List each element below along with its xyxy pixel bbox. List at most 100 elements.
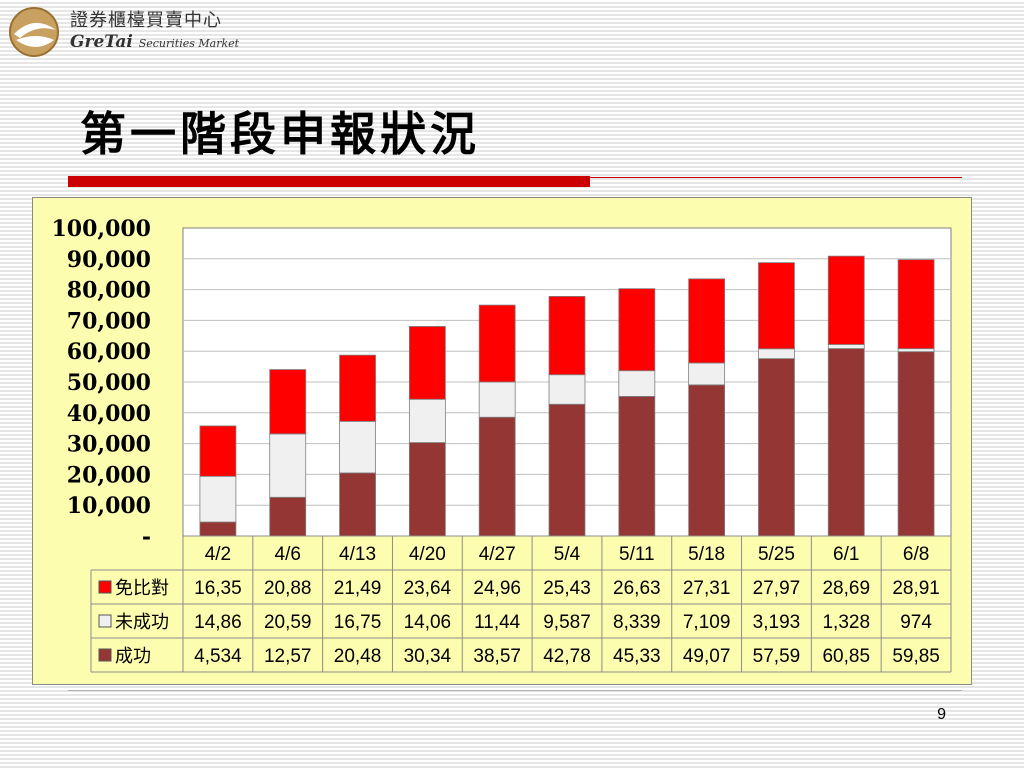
x-category-label: 4/20 <box>409 544 446 565</box>
data-label-success: 60,85 <box>822 646 870 667</box>
data-label-exempt: 26,63 <box>613 578 661 599</box>
data-label-exempt: 27,31 <box>683 578 731 599</box>
legend-label-failed: 未成功 <box>115 612 169 633</box>
y-tick-label: 60,000 <box>67 339 151 365</box>
data-label-success: 12,57 <box>264 646 312 667</box>
data-label-failed: 3,193 <box>753 612 801 633</box>
data-label-success: 20,48 <box>334 646 382 667</box>
bar-success <box>408 442 446 537</box>
bar-success <box>269 496 307 537</box>
bar-success <box>827 348 865 537</box>
x-category-label: 5/11 <box>619 544 655 565</box>
data-label-failed: 1,328 <box>822 612 870 633</box>
y-tick-label: 10,000 <box>67 493 151 519</box>
y-tick-label: - <box>142 524 151 550</box>
bar-exempt <box>269 369 307 435</box>
y-tick-label: 40,000 <box>67 401 151 427</box>
data-label-exempt: 21,49 <box>334 578 382 599</box>
bar-failed <box>339 420 376 474</box>
logo-chinese-name: 證券櫃檯買賣中心 <box>70 10 222 31</box>
data-label-exempt: 24,96 <box>473 578 521 599</box>
data-label-success: 4,534 <box>194 646 242 667</box>
data-label-failed: 974 <box>900 612 932 633</box>
bar-failed <box>269 433 307 498</box>
x-category-label: 5/18 <box>688 544 725 565</box>
data-label-failed: 11,44 <box>474 612 521 633</box>
x-category-label: 4/2 <box>205 544 231 565</box>
x-category-label: 4/27 <box>479 544 516 565</box>
x-category-label: 4/13 <box>339 544 376 565</box>
data-label-exempt: 27,97 <box>753 578 801 599</box>
bar-success <box>758 358 795 537</box>
data-label-exempt: 28,69 <box>822 578 870 599</box>
data-label-success: 45,33 <box>613 646 661 667</box>
data-label-failed: 16,75 <box>334 612 382 633</box>
bar-failed <box>618 370 656 397</box>
data-label-success: 49,07 <box>683 646 731 667</box>
bar-exempt <box>618 288 656 372</box>
bar-success <box>478 416 516 537</box>
legend-swatch-exempt <box>98 580 112 594</box>
y-tick-label: 100,000 <box>51 216 151 242</box>
data-label-exempt: 16,35 <box>194 578 242 599</box>
bar-exempt <box>548 295 586 376</box>
legend-swatch-success <box>98 648 112 662</box>
gretai-emblem-icon <box>9 7 59 57</box>
bar-success <box>688 384 726 537</box>
title-underline-rule <box>590 177 962 178</box>
data-label-exempt: 25,43 <box>543 578 591 599</box>
stacked-bar-chart: 100,000 90,000 80,000 70,000 60,000 50,000 40,… <box>51 216 952 673</box>
logo-english-name: GreTai Securities Market <box>70 32 239 52</box>
bar-success <box>199 521 237 537</box>
bar-exempt <box>827 255 865 345</box>
bar-exempt <box>199 425 237 477</box>
x-category-label: 5/25 <box>758 544 795 565</box>
bar-failed <box>548 374 586 405</box>
bar-exempt <box>408 326 446 400</box>
bar-failed <box>688 362 726 386</box>
legend-label-success: 成功 <box>115 646 151 667</box>
bar-failed <box>758 348 795 360</box>
legend-label-exempt: 免比對 <box>115 578 169 599</box>
logo-brand: GreTai <box>70 32 133 52</box>
data-label-failed: 20,59 <box>264 612 312 633</box>
bar-success <box>548 403 586 537</box>
data-label-success: 57,59 <box>753 646 801 667</box>
data-label-failed: 7,109 <box>683 612 731 633</box>
bar-exempt <box>339 354 376 422</box>
bar-success <box>339 472 376 537</box>
data-label-failed: 9,587 <box>543 612 591 633</box>
data-label-success: 42,78 <box>543 646 591 667</box>
data-label-failed: 8,339 <box>613 612 661 633</box>
page-number: 9 <box>937 706 946 723</box>
x-category-label: 6/1 <box>833 544 859 565</box>
x-category-label: 4/6 <box>275 544 301 565</box>
gretai-logo: 證券櫃檯買賣中心 GreTai Securities Market <box>6 4 256 62</box>
data-label-success: 38,57 <box>473 646 521 667</box>
x-category-label: 6/8 <box>903 544 929 565</box>
y-tick-label: 30,000 <box>67 432 151 458</box>
y-tick-label: 20,000 <box>67 462 151 488</box>
data-label-failed: 14,06 <box>404 612 452 633</box>
bar-failed <box>827 344 865 349</box>
bar-exempt <box>478 304 516 383</box>
chart-panel: 100,000 90,000 80,000 70,000 60,000 50,000 40,… <box>32 197 972 685</box>
data-label-failed: 14,86 <box>194 612 242 633</box>
data-label-success: 59,85 <box>892 646 940 667</box>
data-label-exempt: 23,64 <box>404 578 452 599</box>
footer-rule <box>68 690 962 691</box>
y-tick-label: 90,000 <box>67 247 151 273</box>
data-label-exempt: 20,88 <box>264 578 312 599</box>
legend-swatch-failed <box>98 614 112 628</box>
bar-exempt <box>688 278 726 364</box>
y-tick-label: 80,000 <box>67 278 151 304</box>
bar-failed <box>478 381 516 418</box>
bar-exempt <box>897 259 935 350</box>
bar-failed <box>897 348 935 353</box>
bar-failed <box>199 475 237 523</box>
title-underline-bar <box>68 176 590 187</box>
data-label-success: 30,34 <box>404 646 452 667</box>
bar-failed <box>408 398 446 443</box>
data-label-exempt: 28,91 <box>892 578 940 599</box>
bar-success <box>897 351 935 537</box>
